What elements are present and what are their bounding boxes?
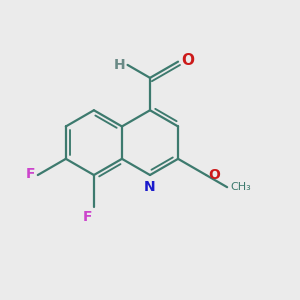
Text: N: N <box>144 180 156 194</box>
Text: H: H <box>114 58 125 72</box>
Text: O: O <box>208 168 220 182</box>
Text: F: F <box>83 210 92 224</box>
Text: F: F <box>26 167 35 181</box>
Text: CH₃: CH₃ <box>230 182 251 192</box>
Text: O: O <box>182 53 195 68</box>
